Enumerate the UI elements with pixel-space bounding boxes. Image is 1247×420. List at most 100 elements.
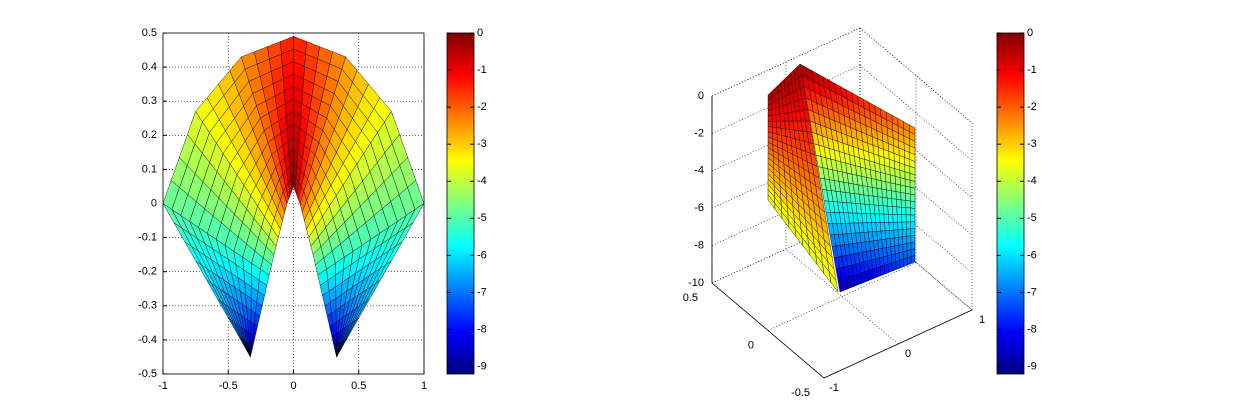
surface-patch <box>896 206 902 215</box>
surface-patch <box>910 193 916 202</box>
surface-patch <box>898 244 904 253</box>
surface-patch <box>899 177 906 187</box>
y-tick-label: -0.5 <box>791 387 810 399</box>
x-tick-label: -1 <box>829 382 839 394</box>
axis-line <box>711 282 825 379</box>
surface-patch <box>904 178 911 188</box>
colorbar-tick-label: -6 <box>477 249 487 261</box>
surface-patch <box>828 271 839 293</box>
surface-patch <box>901 221 907 230</box>
surface-patch <box>895 252 900 262</box>
grid-line <box>859 214 973 311</box>
surface-patch <box>885 238 891 248</box>
surface-patch <box>896 214 903 223</box>
surface-patch <box>888 214 894 223</box>
z-tick-label: -2 <box>694 127 704 139</box>
colorbar-tick-label: -9 <box>1027 360 1037 372</box>
surface-patch <box>910 234 916 243</box>
surface-patch <box>895 191 902 201</box>
colorbar <box>996 32 1025 375</box>
surface-patch <box>767 109 773 117</box>
surface-patch <box>903 257 908 267</box>
surface-patch <box>910 200 916 209</box>
surface-patch <box>882 205 889 215</box>
y-tick-label: -0.5 <box>138 368 157 380</box>
surface-patch <box>891 198 898 208</box>
surface-patch <box>900 192 906 201</box>
y-tick-label: -0.1 <box>138 232 157 244</box>
surface-patch <box>767 115 773 122</box>
surface-patch <box>900 184 906 194</box>
axes-box <box>162 32 425 375</box>
y-tick-label: 0.1 <box>142 163 157 175</box>
colorbar-tick-label: -3 <box>1027 138 1037 150</box>
surface-patch <box>909 186 916 196</box>
surface-patch <box>898 251 904 261</box>
y-tick-label: 0 <box>151 197 157 209</box>
colorbar-tick-label: -8 <box>477 323 487 335</box>
grid-line <box>711 27 861 97</box>
surface-patch <box>771 107 777 116</box>
colorbar-tick-label: -3 <box>477 138 487 150</box>
y-tick-label: 0.5 <box>142 27 157 39</box>
colorbar-tick-label: 0 <box>477 27 483 39</box>
surface-patch <box>899 258 904 269</box>
surface-patch <box>891 190 897 200</box>
colorbar-tick-label: -2 <box>477 101 487 113</box>
surface-patch <box>910 241 916 250</box>
surface-patch <box>893 229 899 239</box>
surface-patch <box>910 207 916 216</box>
surface-patch <box>767 121 773 128</box>
z-tick-label: -4 <box>694 165 704 177</box>
surface-patch <box>900 199 907 208</box>
colorbar-tick-label: -7 <box>1027 286 1037 298</box>
surface-patch <box>906 235 912 244</box>
colorbar-tick-label: -5 <box>1027 212 1037 224</box>
colorbar-tick-label: -2 <box>1027 101 1037 113</box>
surface-patch <box>891 261 897 272</box>
surface-patch <box>892 206 898 215</box>
x-tick-label: 0 <box>905 348 911 360</box>
surface-patch <box>885 230 891 240</box>
axis-line <box>823 309 973 379</box>
surface-patch <box>901 207 907 216</box>
z-tick-label: -6 <box>694 202 704 214</box>
surface-patch <box>906 242 912 251</box>
y-tick-label: 0.3 <box>142 95 157 107</box>
surface-patch <box>896 199 902 208</box>
x-tick-label: -0.5 <box>219 380 238 392</box>
y-tick-label: 0.4 <box>142 61 157 73</box>
surface-patch <box>894 176 901 186</box>
surface-patch <box>902 236 908 245</box>
colorbar <box>446 32 475 375</box>
colorbar-tick-label: -8 <box>1027 323 1037 335</box>
surface-patch <box>902 228 907 238</box>
colorbar-tick-label: -9 <box>477 360 487 372</box>
x-tick-label: 1 <box>979 314 985 326</box>
surface-patch <box>907 256 912 266</box>
surface-patch <box>894 237 900 247</box>
colorbar-tick-label: -6 <box>1027 249 1037 261</box>
y-tick-label: 0.5 <box>683 292 698 304</box>
surface-patch <box>881 188 888 199</box>
surface-patch <box>910 214 916 223</box>
surface-patch <box>894 244 900 255</box>
grid-line <box>859 27 973 124</box>
x-tick-label: 0 <box>290 380 296 392</box>
surface-patch <box>895 183 901 193</box>
colorbar-tick-label: -7 <box>477 286 487 298</box>
surface-patch <box>898 236 904 246</box>
surface-patch <box>890 182 897 192</box>
surface-patch <box>885 173 891 184</box>
y-tick-label: -0.3 <box>138 300 157 312</box>
surface-patch <box>887 205 893 215</box>
surface-patch <box>891 253 896 264</box>
surface-patch <box>888 222 894 231</box>
surface-patch <box>883 213 890 223</box>
y-tick-label: -0.2 <box>138 266 157 278</box>
x-tick-label: -1 <box>158 380 168 392</box>
surface-patch <box>902 243 908 252</box>
surface-patch <box>893 221 899 231</box>
surface-patch <box>905 214 911 223</box>
surface-patch <box>905 193 911 202</box>
